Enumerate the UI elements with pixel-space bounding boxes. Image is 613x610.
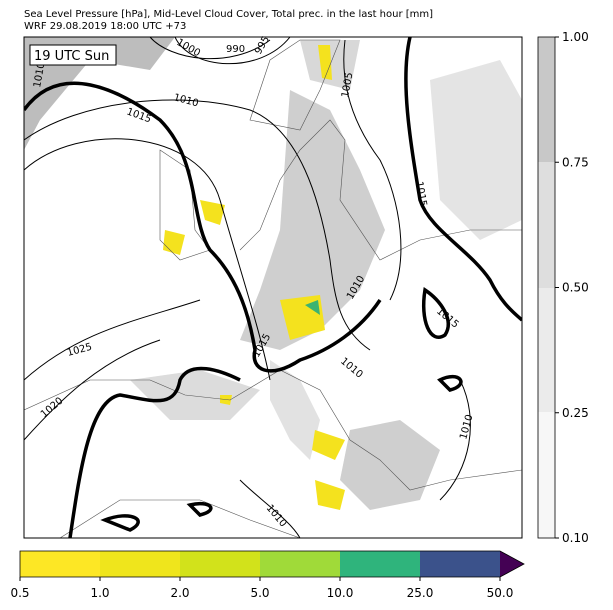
tick-label: 10.0	[327, 586, 354, 600]
tick-label: 5.0	[250, 586, 269, 600]
map-frame	[23, 36, 523, 539]
title-line: Sea Level Pressure [hPa], Mid-Level Clou…	[24, 9, 433, 20]
contour-label: 1010	[32, 62, 47, 89]
map	[24, 37, 522, 538]
contour-label: 1005	[340, 72, 355, 99]
tick-label: 0.75	[562, 155, 589, 169]
tick-label: 1.0	[90, 586, 109, 600]
tick-label: 25.0	[407, 586, 434, 600]
tick-label: 0.5	[10, 586, 29, 600]
tick-label: 50.0	[487, 586, 514, 600]
precipitation	[163, 45, 345, 510]
isobar-1015	[24, 37, 522, 538]
tick-label: 0.25	[562, 406, 589, 420]
cloud-colorbar	[537, 36, 556, 539]
tick-label: 1.00	[562, 30, 589, 44]
tick-label: 2.0	[170, 586, 189, 600]
tick-label: 0.50	[562, 281, 589, 295]
cloud-colorbar-ticks: 0.10 0.25 0.50 0.75 1.00	[555, 30, 589, 545]
time-label-box	[29, 44, 117, 66]
contour-label: 1015	[413, 181, 428, 208]
time-label: 19 UTC Sun	[34, 49, 109, 64]
title-line: WRF 29.08.2019 18:00 UTC +73	[24, 21, 186, 32]
precip-colorbar-ticks: 0.5 1.0 2.0 5.0 10.0 25.0 50.0	[10, 577, 513, 600]
tick-label: 0.10	[562, 531, 589, 545]
contour-label: 990	[226, 44, 245, 55]
isobars	[24, 37, 471, 538]
precip-colorbar	[19, 550, 525, 578]
